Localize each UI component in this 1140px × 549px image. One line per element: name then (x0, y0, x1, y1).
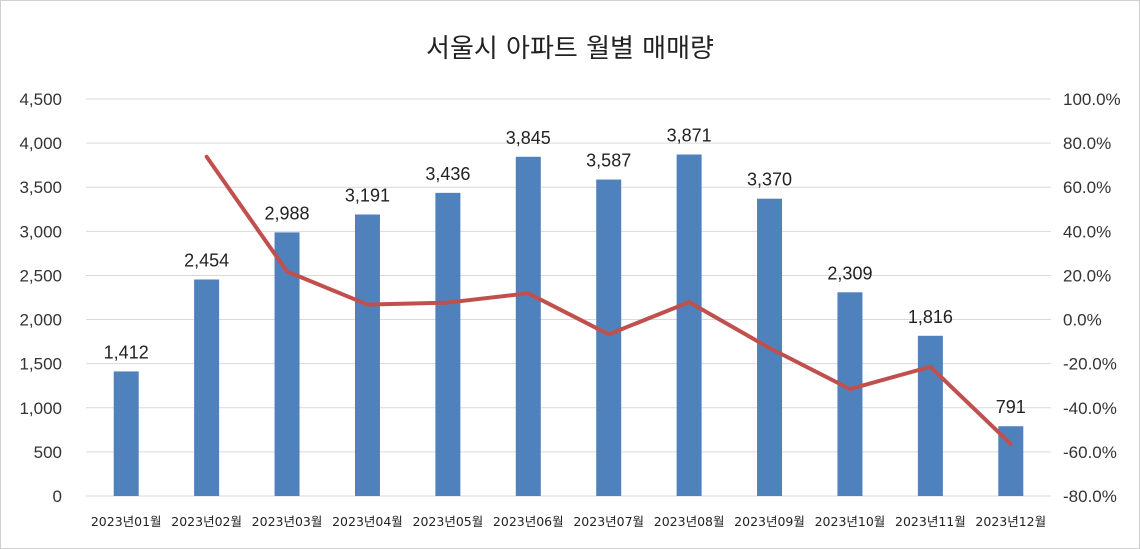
x-tick-label: 2023년03월 (252, 514, 323, 529)
bar-data-label: 1,816 (908, 307, 953, 327)
y-left-tick-label: 4,500 (19, 90, 62, 109)
y-right-tick-label: -40.0% (1063, 399, 1117, 418)
y-right-tick-label: 40.0% (1063, 222, 1111, 241)
y-right-tick-label: -80.0% (1063, 487, 1117, 506)
change-rate-line (204, 154, 1013, 446)
x-tick-label: 2023년02월 (171, 514, 242, 529)
x-tick-label: 2023년09월 (734, 514, 805, 529)
y-right-tick-label: 0.0% (1063, 311, 1102, 330)
bar (194, 279, 220, 496)
y-right-tick-label: 100.0% (1063, 90, 1121, 109)
chart-title: 서울시 아파트 월별 매매량 (426, 34, 714, 64)
y-right-tick-label: 60.0% (1063, 178, 1111, 197)
y-right-tick-label: -20.0% (1063, 355, 1117, 374)
x-tick-label: 2023년08월 (654, 514, 725, 529)
x-tick-label: 2023년12월 (975, 514, 1046, 529)
bar-data-label: 2,988 (265, 203, 310, 223)
bar (917, 335, 943, 496)
x-tick-label: 2023년05월 (413, 514, 484, 529)
bar-data-label: 3,587 (586, 151, 631, 171)
bar (515, 156, 541, 496)
bar-data-label: 3,845 (506, 128, 551, 148)
bar (354, 214, 380, 496)
bar-data-label: 1,412 (104, 342, 149, 362)
x-tick-label: 2023년06월 (493, 514, 564, 529)
bar (676, 154, 702, 497)
bar-data-label: 2,454 (184, 251, 229, 271)
bar (113, 371, 139, 496)
y-right-tick-label: -60.0% (1063, 443, 1117, 462)
x-tick-label: 2023년11월 (895, 514, 966, 529)
x-tick-label: 2023년10월 (815, 514, 886, 529)
bar-data-label: 2,309 (827, 263, 872, 283)
bar-data-label: 3,871 (667, 125, 712, 145)
bar (435, 192, 461, 496)
x-tick-label: 2023년04월 (332, 514, 403, 529)
x-tick-label: 2023년07월 (573, 514, 644, 529)
bar-data-label: 3,191 (345, 185, 390, 205)
y-left-tick-label: 4,000 (19, 134, 62, 153)
bar-data-label: 3,436 (425, 164, 470, 184)
bar (837, 292, 863, 496)
y-left-tick-label: 3,500 (19, 178, 62, 197)
y-right-tick-label: 20.0% (1063, 266, 1111, 285)
y-right-tick-label: 80.0% (1063, 134, 1111, 153)
bar-data-label: 791 (996, 397, 1026, 417)
bar-data-label: 3,370 (747, 170, 792, 190)
x-tick-label: 2023년01월 (91, 514, 162, 529)
y-left-tick-label: 500 (34, 443, 62, 462)
y-left-tick-label: 1,500 (19, 355, 62, 374)
bar (596, 179, 622, 497)
y-left-tick-label: 3,000 (19, 222, 62, 241)
y-left-tick-label: 2,000 (19, 311, 62, 330)
y-left-tick-label: 2,500 (19, 266, 62, 285)
y-left-tick-label: 1,000 (19, 399, 62, 418)
y-left-tick-label: 0 (53, 487, 62, 506)
